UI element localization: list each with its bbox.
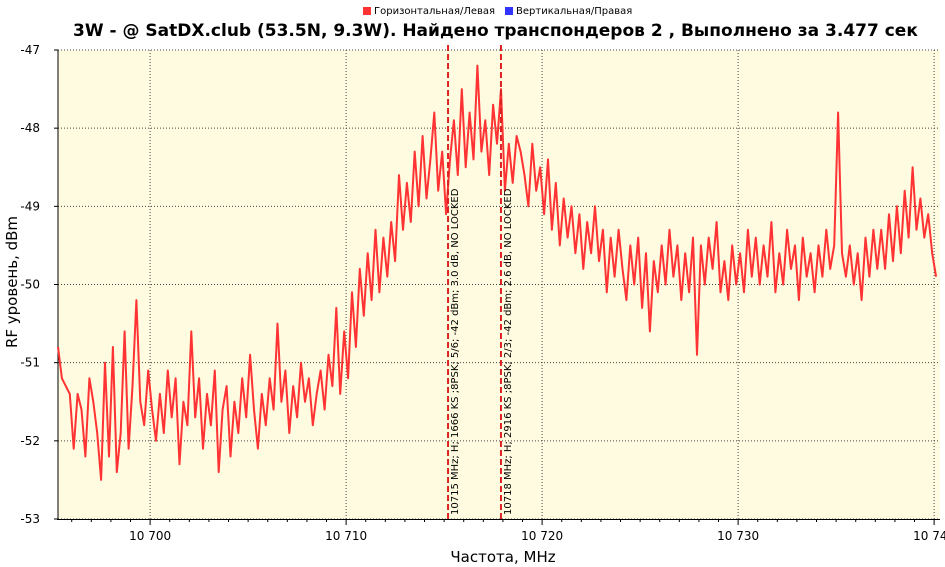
legend: Горизонтальная/Левая Вертикальная/Правая [363, 4, 632, 18]
legend-label-horizontal: Горизонтальная/Левая [374, 5, 496, 17]
y-tick-label: -53 [20, 512, 40, 526]
legend-swatch-horizontal [363, 7, 371, 15]
legend-item-vertical[interactable]: Вертикальная/Правая [505, 6, 632, 17]
series-line-0 [57, 64, 938, 481]
y-tick-label: -47 [20, 43, 40, 57]
x-tick-label: 10 740 [913, 529, 945, 543]
legend-label-vertical: Вертикальная/Правая [516, 5, 633, 17]
x-tick-label: 10 720 [521, 529, 563, 543]
x-tick-label: 10 730 [717, 529, 759, 543]
x-axis-label: Частота, MHz [450, 548, 556, 566]
transponder-label-2: 10718 MHz; H; 2916 KS ;8PSK; 2/3; -42 dB… [503, 188, 514, 515]
legend-swatch-vertical [505, 7, 514, 15]
y-tick-label: -50 [20, 278, 40, 292]
transponder-label-1: 10715 MHz; H; 1666 KS ;8PSK; 5/6; -42 dB… [450, 188, 461, 515]
x-tick-label: 10 710 [325, 529, 367, 543]
y-tick-label: -52 [20, 434, 40, 448]
y-tick-label: -49 [20, 199, 40, 213]
y-tick-label: -51 [20, 356, 40, 370]
legend-item-horizontal[interactable]: Горизонтальная/Левая [363, 6, 495, 17]
chart-title: 3W - @ SatDX.club (53.5N, 9.3W). Найдено… [73, 21, 918, 41]
y-tick-label: -48 [20, 121, 40, 135]
x-tick-label: 10 700 [129, 529, 171, 543]
